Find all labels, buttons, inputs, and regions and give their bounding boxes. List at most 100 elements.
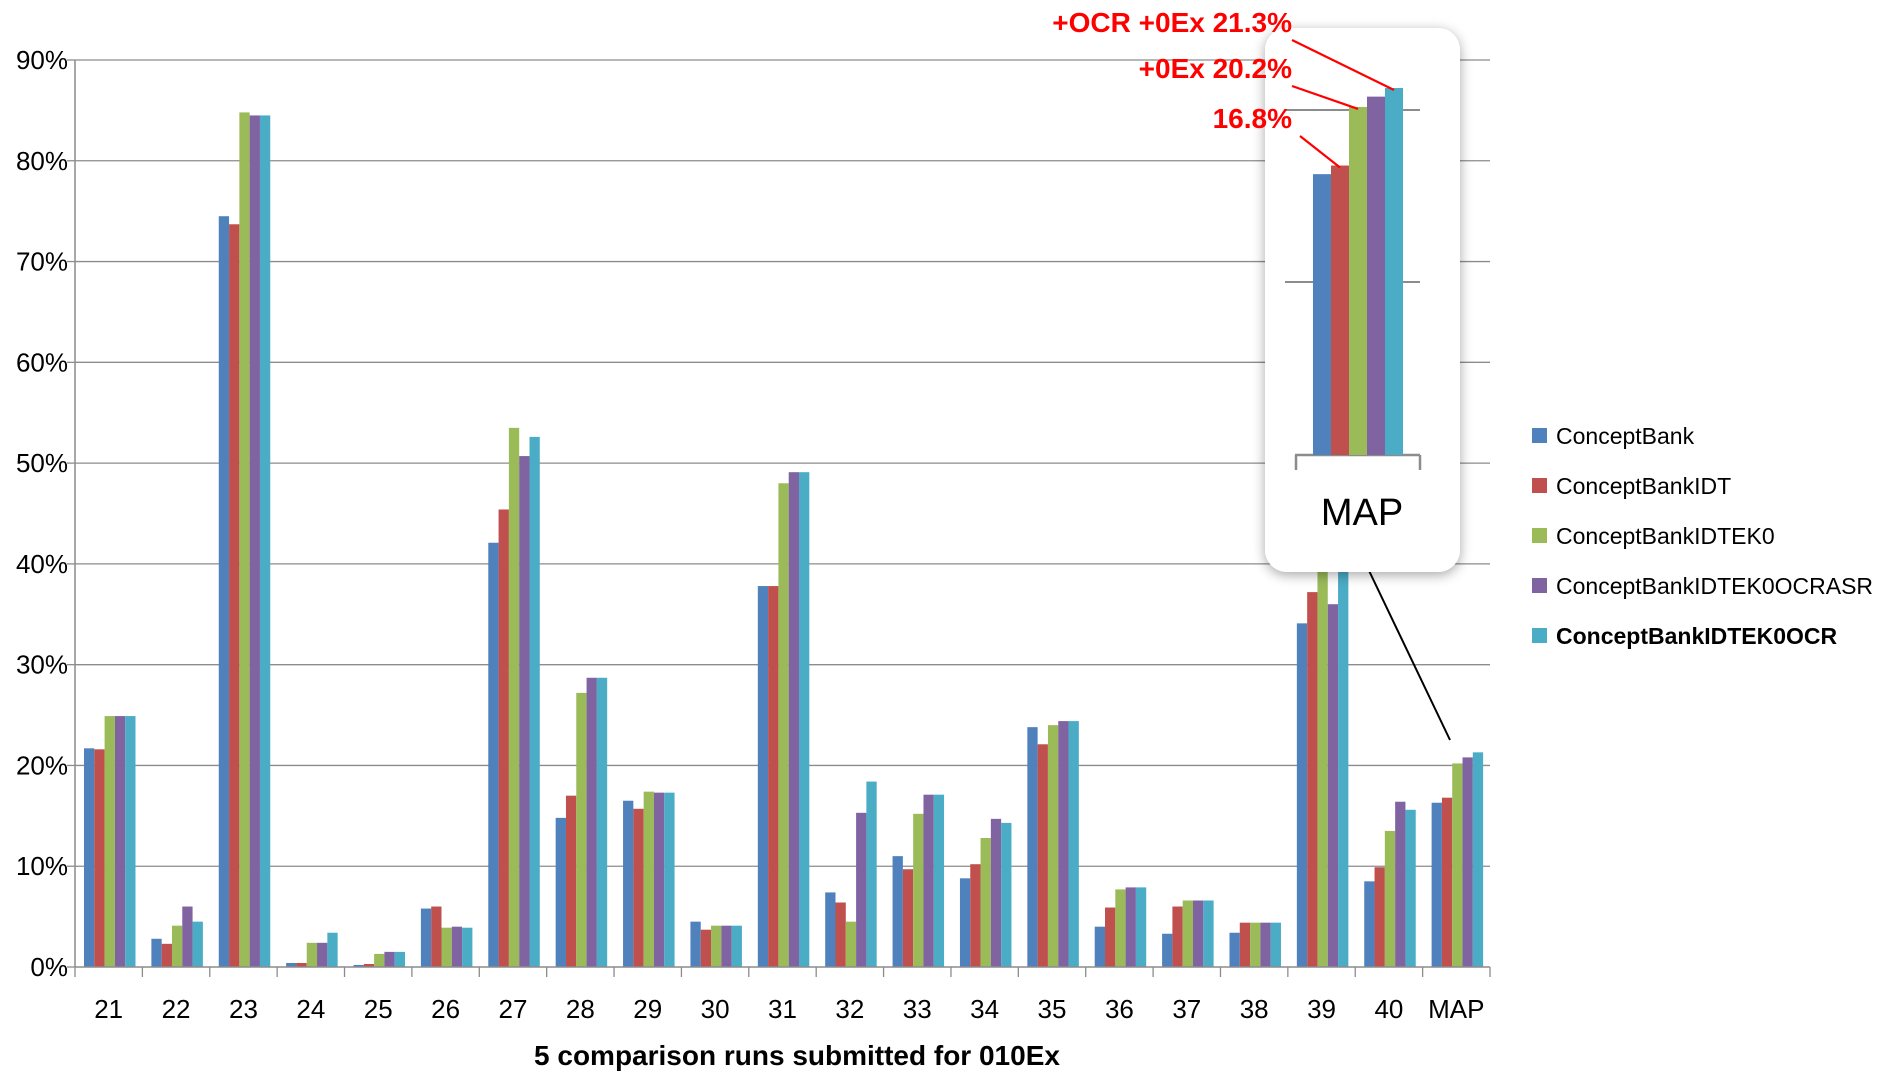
bar (825, 892, 836, 967)
axes (74, 60, 1491, 977)
x-tick-label: 24 (296, 994, 325, 1024)
legend-swatch (1532, 628, 1547, 643)
bar (845, 921, 857, 967)
bar (902, 869, 914, 967)
bar (1135, 887, 1147, 967)
x-tick-label: 34 (970, 994, 999, 1024)
x-tick-label: 33 (903, 994, 932, 1024)
x-tick-label: 28 (566, 994, 595, 1024)
annotation-label: +OCR +0Ex 21.3% (1052, 7, 1292, 38)
x-tick-label: 40 (1374, 994, 1403, 1024)
bar (1239, 922, 1251, 967)
legend-swatch (1532, 578, 1547, 593)
inset-bar (1367, 96, 1385, 456)
bar (306, 942, 318, 967)
bar (1162, 933, 1173, 967)
bar (959, 878, 971, 967)
bar (441, 927, 452, 967)
bar (1250, 922, 1261, 967)
bar (653, 792, 665, 967)
x-tick-label: MAP (1428, 994, 1484, 1024)
legend-label: ConceptBankIDTEK0OCR (1556, 623, 1838, 649)
bar (1068, 721, 1079, 967)
inset-bar (1349, 106, 1367, 455)
annotation-line (1291, 39, 1395, 91)
bar (596, 677, 608, 967)
bar (1270, 922, 1281, 967)
legend-label: ConceptBankIDTEK0 (1556, 523, 1775, 549)
bar (529, 436, 540, 967)
bar (731, 925, 742, 967)
bar (1105, 907, 1116, 967)
inset-bar (1313, 174, 1331, 455)
bar (218, 216, 230, 967)
bar (623, 800, 634, 967)
bar (1193, 900, 1204, 967)
bar (990, 818, 1002, 967)
x-tick-label: 36 (1105, 994, 1134, 1024)
annotation-line (1291, 84, 1359, 110)
bar (94, 749, 105, 967)
bar (1431, 802, 1442, 967)
y-tick-label: 50% (16, 448, 68, 478)
y-tick-label: 60% (16, 347, 68, 377)
y-tick-label: 40% (16, 549, 68, 579)
x-tick-label: 37 (1172, 994, 1201, 1024)
bar (1374, 867, 1385, 967)
x-tick-label: 21 (94, 994, 123, 1024)
bar (633, 808, 644, 967)
bar (249, 115, 260, 968)
bar (1047, 725, 1059, 967)
x-tick-label: 39 (1307, 994, 1336, 1024)
bar (586, 677, 597, 967)
bar (462, 927, 473, 967)
bar (1094, 926, 1106, 967)
x-tick-label: 27 (499, 994, 528, 1024)
bar (1472, 752, 1484, 967)
x-tick-label: 26 (431, 994, 460, 1024)
x-tick-label: 32 (835, 994, 864, 1024)
bar (1296, 623, 1308, 967)
bar (980, 838, 991, 967)
bar (125, 716, 136, 967)
bar (690, 921, 701, 967)
bar (1317, 558, 1328, 967)
bar (1395, 801, 1406, 967)
bar (555, 817, 566, 967)
bar (1037, 744, 1048, 967)
bar (229, 224, 240, 967)
bar (353, 964, 364, 967)
bar (1182, 900, 1193, 967)
bar (508, 427, 520, 968)
bar (1027, 727, 1038, 967)
inset-zoom: MAP (1265, 28, 1460, 572)
bar (565, 795, 577, 967)
bar (327, 932, 338, 967)
legend-swatch (1532, 428, 1547, 443)
bar (114, 716, 126, 967)
bar (643, 791, 654, 967)
bar (192, 921, 203, 967)
legend-label: ConceptBankIDTEK0OCRASR (1556, 573, 1873, 599)
legend-label: ConceptBankIDT (1556, 473, 1731, 499)
bar (923, 794, 934, 967)
bar (374, 953, 385, 967)
bar (856, 812, 867, 967)
bar (1364, 881, 1375, 967)
legend-swatch (1532, 478, 1547, 493)
bar (721, 925, 732, 967)
bar (970, 864, 981, 967)
y-tick-label: 20% (16, 750, 68, 780)
bar (1125, 887, 1136, 967)
bar (1203, 900, 1214, 967)
bar (1327, 604, 1339, 967)
bar (768, 586, 779, 967)
bars (84, 112, 1484, 968)
annotation-label: 16.8% (1213, 103, 1292, 134)
bar (431, 906, 442, 967)
bar (778, 483, 789, 967)
bar (1338, 563, 1349, 967)
bar (1229, 932, 1240, 967)
bar (394, 951, 406, 967)
